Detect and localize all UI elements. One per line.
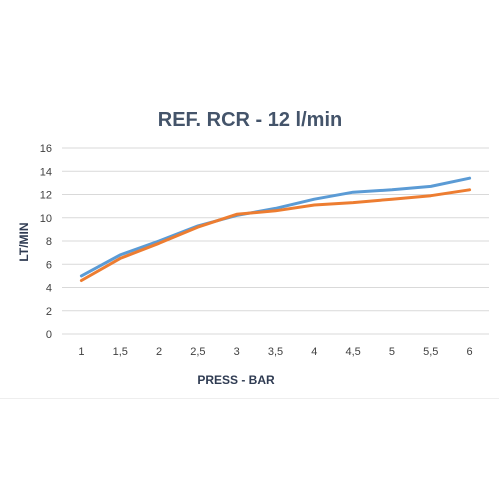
y-axis-label: LT/MIN xyxy=(17,222,31,261)
x-tick-label: 3 xyxy=(234,346,240,358)
y-tick-label: 8 xyxy=(46,236,52,248)
y-tick-label: 0 xyxy=(46,329,52,341)
x-tick-label: 4,5 xyxy=(345,346,360,358)
y-tick-label: 6 xyxy=(46,259,52,271)
x-tick-label: 2 xyxy=(156,346,162,358)
chart-title: REF. RCR - 12 l/min xyxy=(158,109,342,131)
series-lines xyxy=(79,176,472,282)
y-tick-label: 16 xyxy=(40,143,52,155)
x-tick-label: 6 xyxy=(467,346,473,358)
y-axis-ticks: 0 2 4 6 8 10 12 14 16 xyxy=(40,143,52,341)
series-line-1 xyxy=(79,176,472,278)
x-tick-label: 3,5 xyxy=(268,346,283,358)
x-axis-ticks: 1 1,5 2 2,5 3 3,5 4 4,5 5 5,5 6 xyxy=(78,346,472,358)
series-line-2 xyxy=(79,188,472,282)
divider xyxy=(0,398,499,399)
y-tick-label: 2 xyxy=(46,306,52,318)
x-tick-label: 1,5 xyxy=(113,346,128,358)
x-tick-label: 5,5 xyxy=(423,346,438,358)
y-tick-label: 12 xyxy=(40,190,52,202)
y-tick-label: 4 xyxy=(46,283,52,295)
y-tick-label: 14 xyxy=(40,166,52,178)
x-tick-label: 1 xyxy=(78,346,84,358)
y-tick-label: 10 xyxy=(40,213,52,225)
x-tick-label: 4 xyxy=(311,346,317,358)
x-tick-label: 2,5 xyxy=(190,346,205,358)
x-axis-label: PRESS - BAR xyxy=(197,373,275,387)
gridlines xyxy=(62,147,489,335)
x-tick-label: 5 xyxy=(389,346,395,358)
